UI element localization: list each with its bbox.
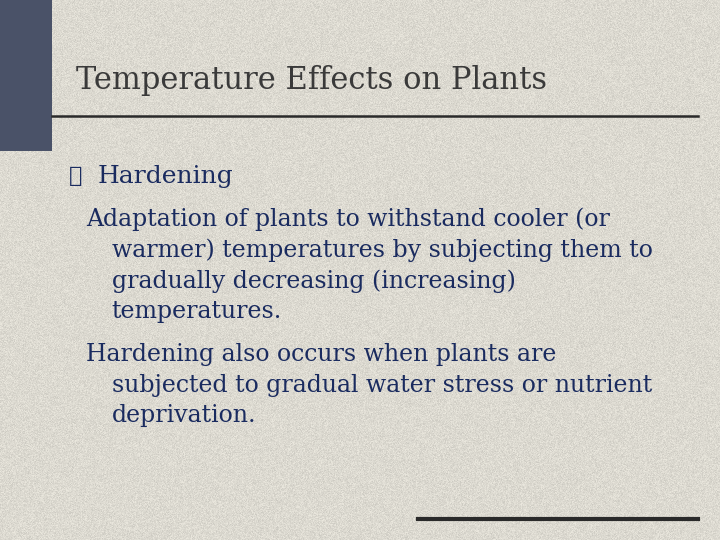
Text: gradually decreasing (increasing): gradually decreasing (increasing) (112, 269, 516, 293)
Text: Hardening also occurs when plants are: Hardening also occurs when plants are (86, 343, 557, 366)
Bar (0, 0, 52, 151)
Text: Hardening: Hardening (97, 165, 233, 188)
Text: ❖: ❖ (68, 165, 82, 187)
Text: Temperature Effects on Plants: Temperature Effects on Plants (76, 65, 546, 96)
Text: subjected to gradual water stress or nutrient: subjected to gradual water stress or nut… (112, 374, 652, 397)
Text: warmer) temperatures by subjecting them to: warmer) temperatures by subjecting them … (112, 239, 652, 262)
Text: deprivation.: deprivation. (112, 404, 256, 428)
Text: Adaptation of plants to withstand cooler (or: Adaptation of plants to withstand cooler… (86, 208, 611, 232)
Text: temperatures.: temperatures. (112, 300, 282, 323)
